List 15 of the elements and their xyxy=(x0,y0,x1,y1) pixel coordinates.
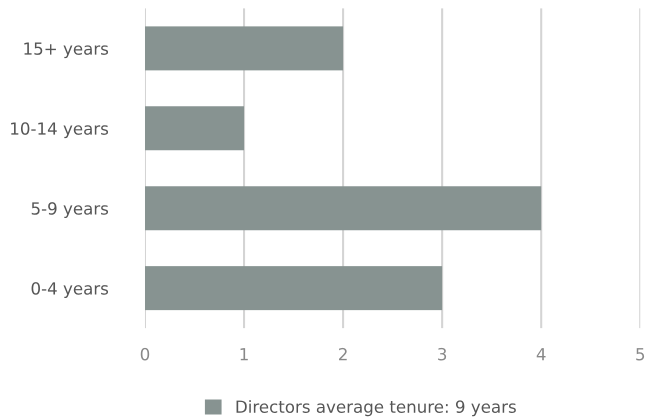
x-tick-label: 2 xyxy=(339,348,347,360)
y-tick-label: 0-4 years xyxy=(32,282,108,298)
x-tick-label: 5 xyxy=(636,348,644,360)
y-tick-label: 10-14 years xyxy=(11,122,108,138)
bar xyxy=(144,186,542,230)
x-tick-label: 0 xyxy=(140,348,150,360)
x-tick-label: 3 xyxy=(438,348,446,360)
bar xyxy=(144,266,442,310)
y-tick-label: 5-9 years xyxy=(32,202,108,218)
x-tick-label: 1 xyxy=(240,348,248,360)
bar xyxy=(144,26,344,70)
legend-label: Directors average tenure: 9 years xyxy=(236,400,516,416)
x-tick-label: 4 xyxy=(536,348,546,360)
y-tick-label: 15+ years xyxy=(24,42,108,58)
bar xyxy=(144,106,244,150)
